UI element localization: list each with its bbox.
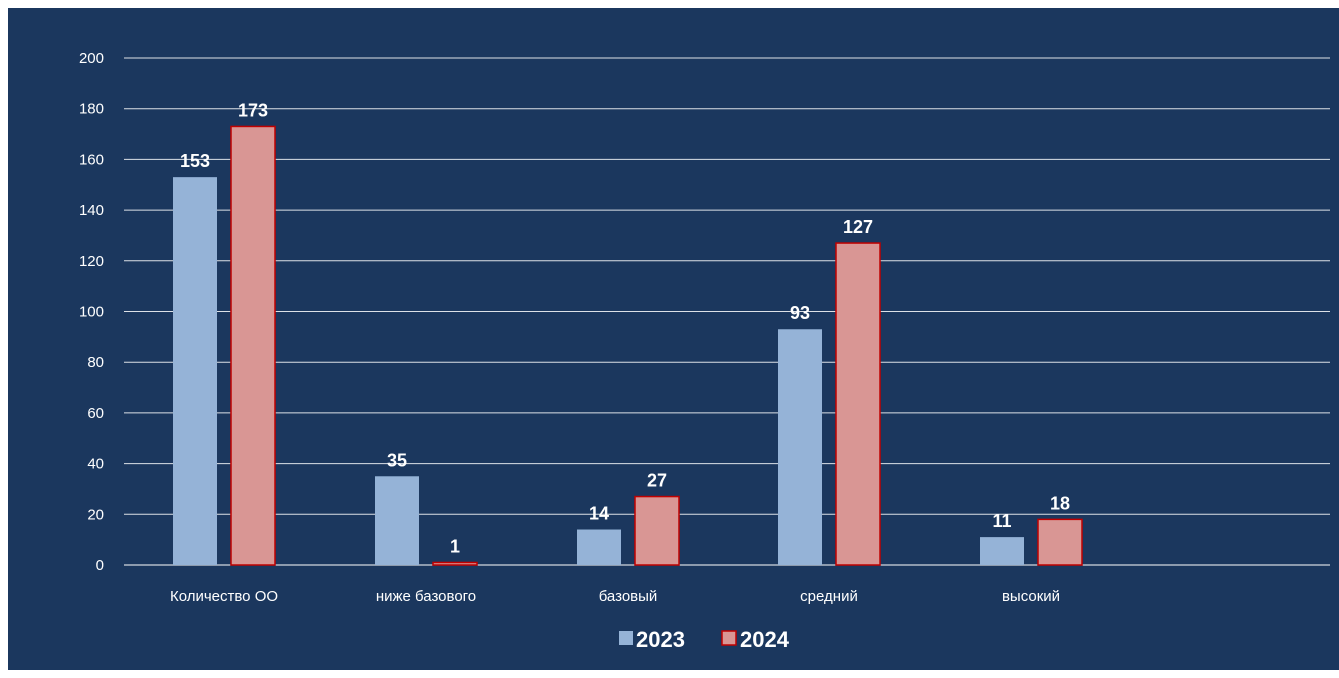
data-label-2024: 18 [1050, 493, 1070, 513]
y-tick-label: 100 [79, 304, 104, 321]
category-label: средний [800, 588, 858, 605]
bar-2024 [634, 495, 680, 566]
bar-2023 [577, 529, 621, 565]
data-label-2023: 11 [992, 511, 1011, 531]
legend-label: 2023 [636, 627, 685, 652]
y-tick-label: 20 [87, 506, 104, 523]
category-label: высокий [1002, 588, 1060, 605]
data-label-2023: 35 [387, 450, 407, 470]
data-label-2024: 127 [843, 217, 873, 237]
category-label: базовый [599, 588, 658, 605]
y-tick-label: 80 [87, 354, 104, 371]
bar-2024 [1037, 518, 1083, 566]
bar-2024 [835, 242, 881, 566]
chart-area: 0 20 40 60 80 100 120 140 160 180 200 153 173 Количес… [8, 8, 1339, 670]
data-label-2024: 1 [450, 536, 460, 556]
bar-2023 [778, 329, 822, 565]
y-tick-label: 160 [79, 151, 104, 168]
data-label-2023: 14 [589, 504, 609, 524]
y-tick-label: 120 [79, 253, 104, 270]
y-tick-label: 140 [79, 202, 104, 219]
category-label: Количество ОО [170, 588, 278, 605]
legend-swatch-2023 [619, 631, 633, 645]
y-tick-label: 180 [79, 101, 104, 118]
y-tick-label: 60 [87, 405, 104, 422]
legend-swatch-2024 [721, 630, 737, 646]
y-tick-label: 200 [79, 50, 104, 67]
data-label-2023: 93 [790, 303, 810, 323]
bar-2023 [173, 177, 217, 565]
legend-label: 2024 [740, 627, 790, 652]
data-label-2024: 173 [238, 100, 268, 120]
y-tick-label: 0 [96, 557, 104, 574]
bar-2024 [432, 561, 478, 566]
bar-2023 [375, 476, 419, 565]
y-tick-label: 40 [87, 456, 104, 473]
bar-2024 [230, 125, 276, 566]
data-label-2024: 27 [647, 471, 667, 491]
bar-2023 [980, 537, 1024, 565]
category-label: ниже базового [376, 588, 476, 605]
bar-chart: 0 20 40 60 80 100 120 140 160 180 200 153 173 Количес… [79, 50, 1330, 652]
data-label-2023: 153 [180, 151, 210, 171]
